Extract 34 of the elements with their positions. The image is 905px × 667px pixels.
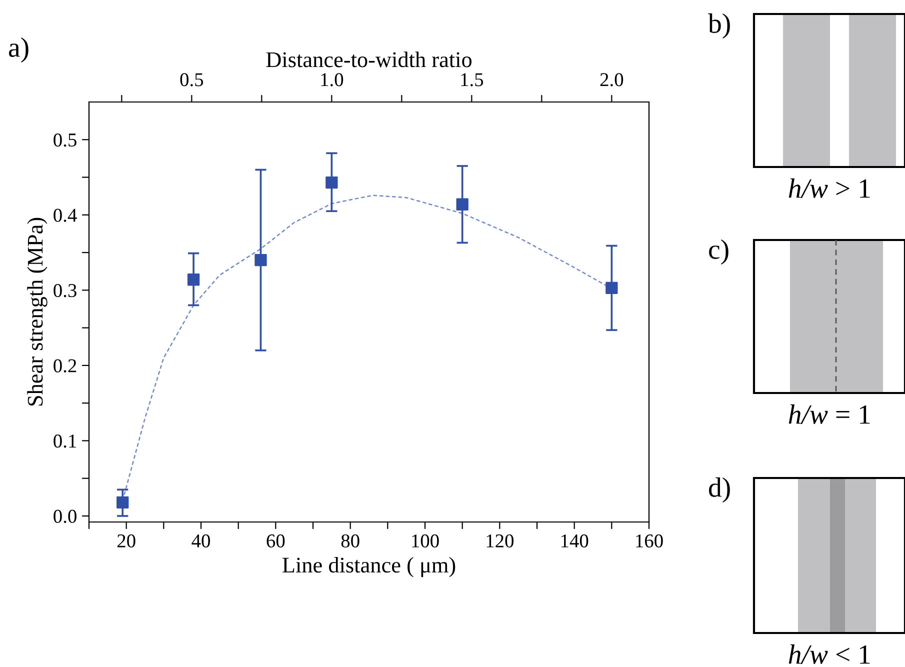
point [456,198,468,210]
y-tick-label: 0.4 [54,208,77,222]
x2-tick-label: 2.0 [600,73,624,86]
text: h/w = 1 [788,404,870,424]
point [606,282,618,294]
point [187,274,200,286]
x-tick-label: 120 [486,534,514,548]
point [116,496,129,509]
x-axis-title: Line distance ( μm) [282,556,456,578]
text: a) [8,37,28,63]
x-tick-label: 80 [341,534,360,548]
text: b) [708,13,730,39]
point [254,254,267,266]
x-tick-label: 100 [412,534,439,548]
x-tick-label: 60 [266,534,285,548]
x-tick-label: 20 [117,534,136,548]
y-tick-label: 0.0 [54,510,76,523]
x2-tick-label: 1.0 [321,73,344,86]
x2-tick-label: 0.5 [180,73,204,86]
text: d) [709,477,730,503]
y-tick-label: 0.2 [54,359,76,372]
point [326,176,338,189]
x-tick-label: 140 [561,534,588,548]
text: h/w > 1 [788,178,870,198]
text: c) [709,239,728,265]
y-axis-title: Shear strength (MPa) [27,218,48,406]
x2-axis-title: Distance-to-width ratio [266,52,472,68]
x-tick-label: 160 [636,534,663,548]
x-tick-label: 40 [192,534,210,548]
y-tick-label: 0.5 [54,133,76,147]
y-tick-label: 0.1 [54,434,76,448]
text: h/w < 1 [788,644,870,664]
y-tick-label: 0.3 [54,284,76,298]
x2-tick-label: 1.5 [461,73,484,86]
